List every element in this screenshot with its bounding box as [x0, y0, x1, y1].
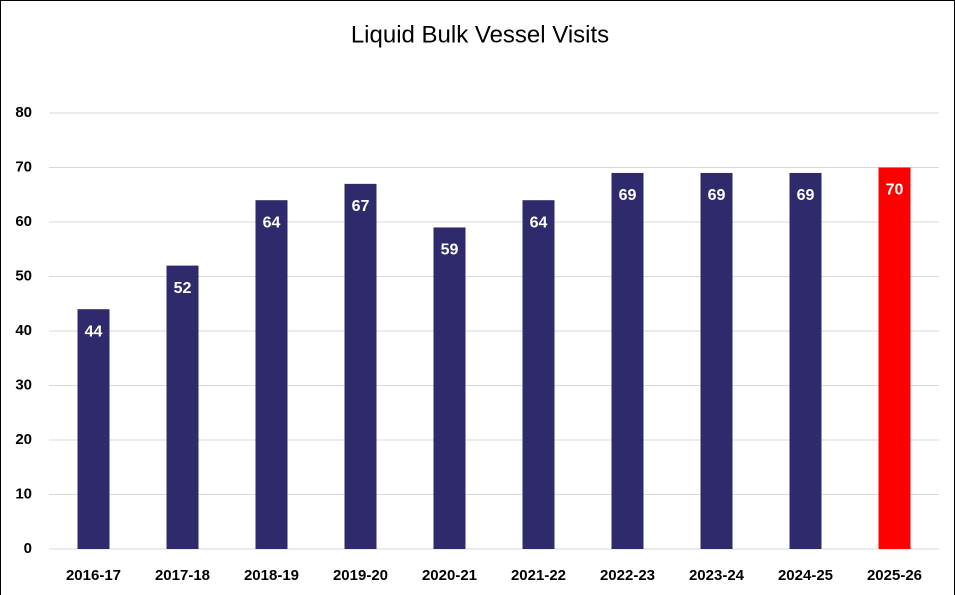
y-tick-label: 80: [15, 104, 32, 121]
data-label: 70: [886, 182, 904, 199]
x-tick-label: 2021-22: [511, 567, 566, 584]
x-tick-label: 2020-21: [422, 567, 477, 584]
y-tick-label: 30: [15, 376, 32, 393]
bar: [789, 172, 822, 549]
y-tick-label: 60: [15, 213, 32, 230]
bar: [344, 183, 377, 549]
x-tick-label: 2017-18: [155, 567, 210, 584]
y-tick-label: 70: [15, 158, 32, 175]
x-tick-label: 2016-17: [66, 567, 121, 584]
bar: [522, 200, 555, 549]
data-label: 69: [619, 187, 637, 204]
data-label: 69: [797, 187, 815, 204]
y-tick-label: 10: [15, 485, 32, 502]
x-tick-label: 2024-25: [778, 567, 833, 584]
data-label: 64: [263, 214, 281, 231]
data-label: 64: [530, 214, 548, 231]
bar: [166, 265, 199, 549]
bar: [878, 167, 911, 549]
x-tick-label: 2019-20: [333, 567, 388, 584]
bar: [77, 309, 110, 549]
x-tick-label: 2023-24: [689, 567, 745, 584]
data-label: 52: [174, 280, 192, 297]
y-tick-label: 20: [15, 431, 32, 448]
x-tick-label: 2018-19: [244, 567, 299, 584]
data-label: 59: [441, 242, 459, 259]
bar: [255, 200, 288, 549]
data-label: 69: [708, 187, 726, 204]
x-tick-label: 2025-26: [867, 567, 922, 584]
y-tick-label: 50: [15, 267, 32, 284]
y-tick-label: 40: [15, 322, 32, 339]
y-tick-label: 0: [24, 540, 32, 557]
bar: [433, 227, 466, 549]
bar: [611, 172, 644, 549]
bar: [700, 172, 733, 549]
x-tick-label: 2022-23: [600, 567, 655, 584]
chart-title: Liquid Bulk Vessel Visits: [351, 21, 609, 48]
data-label: 44: [85, 323, 103, 340]
data-label: 67: [352, 198, 370, 215]
